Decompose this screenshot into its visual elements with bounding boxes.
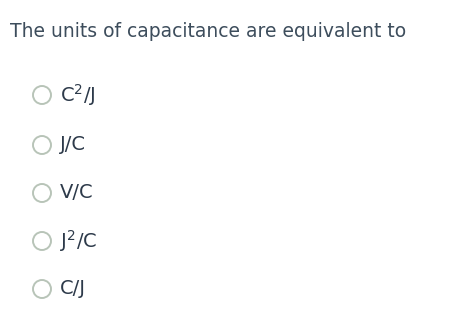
- Text: The units of capacitance are equivalent to: The units of capacitance are equivalent …: [10, 22, 405, 41]
- Text: C$^{2}$/J: C$^{2}$/J: [60, 82, 95, 108]
- Text: J$^{2}$/C: J$^{2}$/C: [60, 228, 97, 254]
- Text: C/J: C/J: [60, 279, 86, 299]
- Text: J/C: J/C: [60, 136, 86, 154]
- Text: V/C: V/C: [60, 183, 93, 203]
